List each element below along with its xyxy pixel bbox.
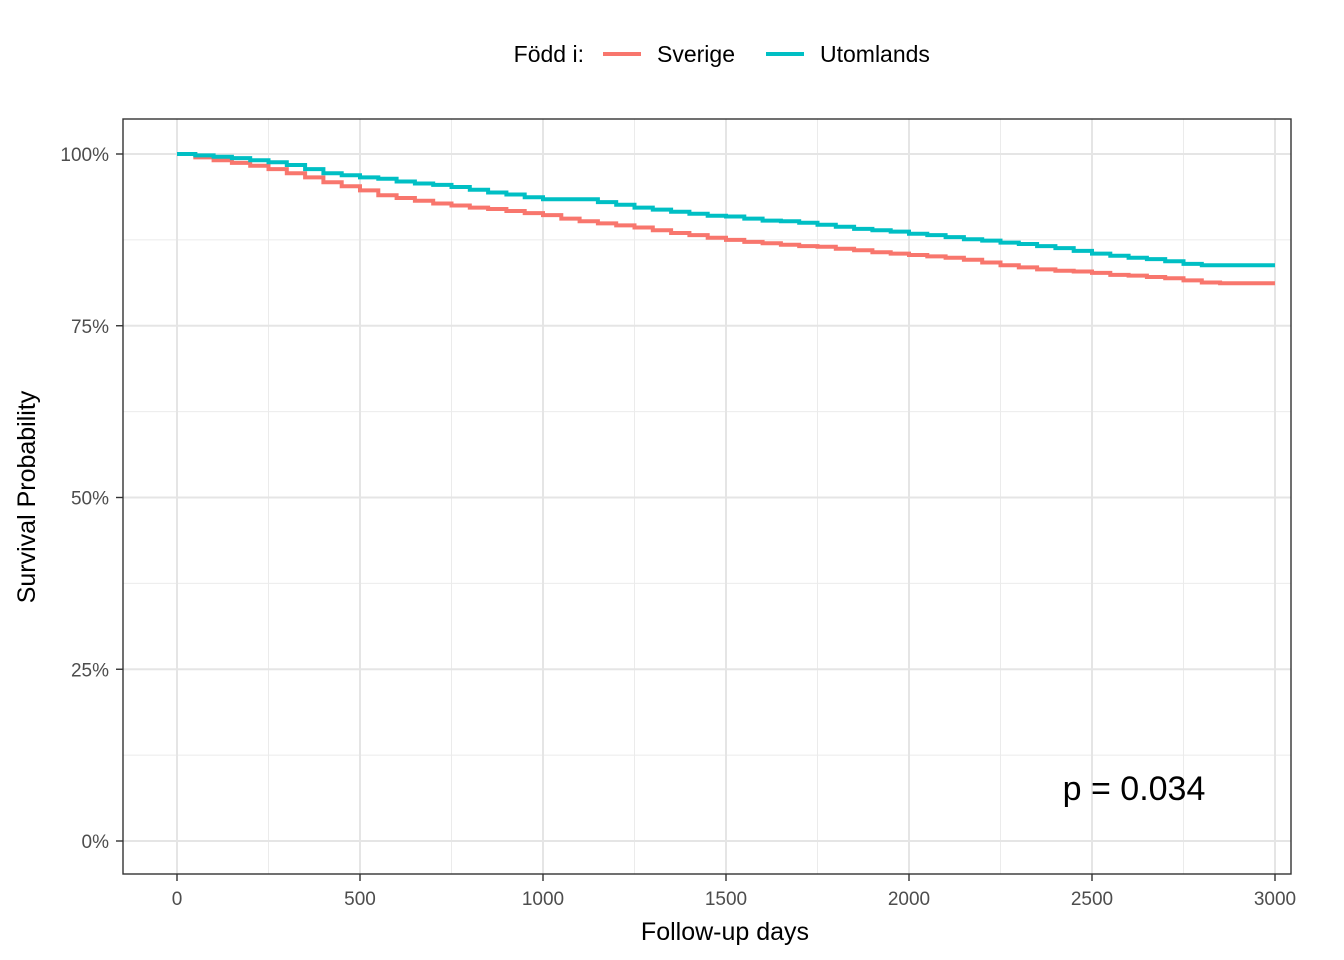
legend-entry-utomlands: Utomlands [820, 41, 930, 67]
series-layer [177, 152, 1275, 286]
plot-panel-border [122, 118, 1292, 875]
y-axis-title: Survival Probability [13, 390, 41, 603]
y-tick-label: 50% [71, 489, 109, 510]
x-axis: 0 500 1000 1500 2000 2500 3000 [172, 874, 1296, 910]
y-axis: 0% 25% 50% 75% 100% [60, 145, 123, 853]
series-line-sverige [177, 152, 1275, 286]
p-value-annotation: p = 0.034 [1063, 770, 1206, 808]
x-axis-title: Follow-up days [641, 918, 809, 946]
y-tick-label: 100% [60, 145, 109, 166]
y-tick-label: 0% [82, 832, 110, 853]
legend: Född i: Sverige Utomlands [514, 41, 930, 67]
x-tick-label: 500 [344, 889, 376, 910]
y-tick-label: 75% [71, 317, 109, 338]
x-tick-label: 2000 [888, 889, 930, 910]
x-tick-label: 2500 [1071, 889, 1113, 910]
legend-entry-sverige: Sverige [657, 41, 735, 67]
grid-major [123, 119, 1291, 874]
y-tick-label: 25% [71, 660, 109, 681]
x-tick-label: 1000 [522, 889, 564, 910]
x-tick-label: 3000 [1254, 889, 1296, 910]
legend-title: Född i: [514, 41, 584, 67]
series-line-utomlands [177, 152, 1275, 268]
x-tick-label: 1500 [705, 889, 747, 910]
x-tick-label: 0 [172, 889, 183, 910]
